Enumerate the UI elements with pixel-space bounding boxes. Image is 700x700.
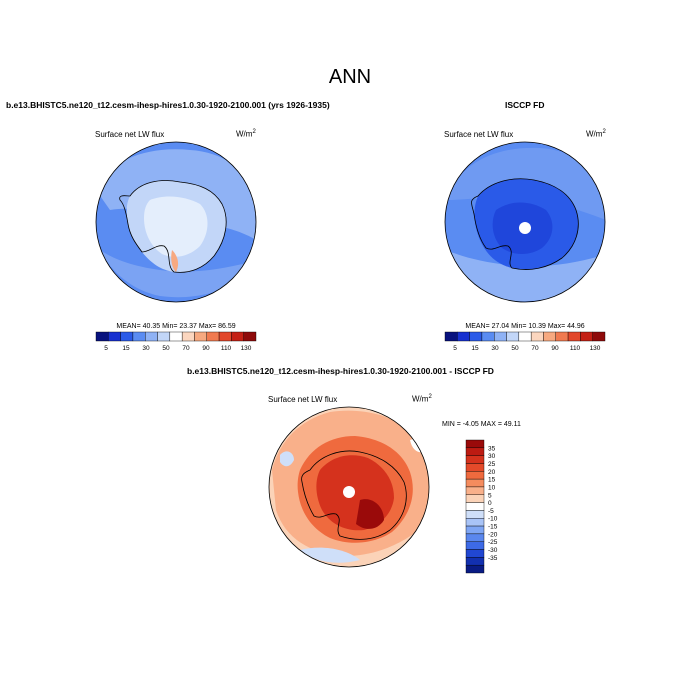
colorbar-difference-swatch bbox=[465, 478, 485, 488]
panel-2-stats: MEAN= 27.04 Min= 10.39 Max= 44.96 bbox=[465, 323, 584, 330]
colorbar-1-tick-label: 5 bbox=[104, 345, 108, 352]
colorbar-2-tick-label: 30 bbox=[491, 345, 499, 352]
colorbar-2-tick-label: 130 bbox=[590, 345, 601, 352]
colorbar-difference-swatch bbox=[465, 557, 485, 566]
colorbar-difference-swatch bbox=[465, 533, 485, 542]
colorbar-difference-swatch bbox=[465, 549, 485, 558]
colorbar-1-swatch bbox=[108, 331, 121, 342]
panel-1-stats: MEAN= 40.35 Min= 23.37 Max= 86.59 bbox=[116, 323, 235, 330]
panel-1-title: b.e13.BHISTC5.ne120_t12.cesm-ihesp-hires… bbox=[6, 100, 330, 110]
panel-2-units: W/m2 bbox=[586, 129, 606, 139]
colorbar-2-tick-label: 5 bbox=[453, 345, 457, 352]
colorbar-1-tick-label: 130 bbox=[241, 345, 252, 352]
colorbar-difference-tick-label: 20 bbox=[488, 469, 496, 476]
colorbar-2-swatch bbox=[555, 331, 569, 342]
colorbar-1-swatch bbox=[181, 331, 195, 342]
colorbar-2-swatch bbox=[592, 331, 606, 342]
colorbar-difference-swatch bbox=[465, 564, 485, 574]
colorbar-difference-swatch bbox=[465, 486, 485, 495]
panel-2-variable-label: Surface net LW flux bbox=[444, 130, 514, 139]
colorbar-1-tick-label: 110 bbox=[221, 345, 232, 352]
colorbar-difference-tick-label: -20 bbox=[488, 531, 498, 538]
colorbar-difference-tick-label: 15 bbox=[488, 477, 496, 484]
map-2-observation bbox=[444, 141, 606, 303]
colorbar-difference-swatch bbox=[465, 439, 485, 449]
colorbar-2-swatch bbox=[481, 331, 495, 342]
colorbar-1-swatch bbox=[243, 331, 257, 342]
colorbar-difference-tick-label: 35 bbox=[488, 445, 496, 452]
map-1-model bbox=[95, 141, 257, 303]
colorbar-difference-swatch bbox=[465, 541, 485, 550]
colorbar-2-swatch bbox=[444, 331, 458, 342]
colorbar-difference-tick-label: -10 bbox=[488, 516, 498, 523]
colorbar-difference-swatch bbox=[465, 455, 485, 464]
panel-3-stats: MIN = -4.05 MAX = 49.11 bbox=[442, 421, 521, 428]
colorbar-1: 5 15 30 50 70 90 110 130 bbox=[95, 331, 257, 352]
colorbar-difference-tick-label: -15 bbox=[488, 524, 498, 531]
colorbar-1-swatch bbox=[194, 331, 207, 342]
map-3-pole-hole bbox=[343, 486, 355, 498]
colorbar-1-tick-label: 90 bbox=[202, 345, 210, 352]
colorbar-1-swatch bbox=[157, 331, 171, 342]
map-2-pole-hole bbox=[519, 222, 531, 234]
figure-title: ANN bbox=[328, 66, 372, 88]
colorbar-difference-tick-label: -5 bbox=[488, 508, 494, 515]
colorbar-difference-swatch bbox=[465, 447, 485, 456]
colorbar-difference-swatch bbox=[465, 525, 485, 535]
colorbar-2-tick-label: 90 bbox=[551, 345, 559, 352]
colorbar-difference-swatch bbox=[465, 510, 485, 519]
colorbar-2-swatch bbox=[518, 331, 532, 342]
colorbar-1-swatch bbox=[206, 331, 220, 342]
colorbar-difference-tick-label: 0 bbox=[488, 500, 492, 507]
colorbar-1-swatch bbox=[218, 331, 232, 342]
colorbar-difference-tick-label: 10 bbox=[488, 484, 496, 491]
panel-1-variable-label: Surface net LW flux bbox=[95, 130, 165, 139]
panel-3-units: W/m2 bbox=[412, 394, 432, 404]
colorbar-2-tick-label: 50 bbox=[511, 345, 519, 352]
colorbar-2-swatch bbox=[580, 331, 593, 342]
map-3-difference bbox=[268, 406, 430, 568]
colorbar-difference-tick-label: 25 bbox=[488, 461, 496, 468]
colorbar-2-tick-label: 70 bbox=[531, 345, 539, 352]
colorbar-2-swatch bbox=[494, 331, 507, 342]
panel-3-title: b.e13.BHISTC5.ne120_t12.cesm-ihesp-hires… bbox=[187, 366, 494, 376]
colorbar-1-swatch bbox=[120, 331, 134, 342]
panel-3-variable-label: Surface net LW flux bbox=[268, 395, 338, 404]
colorbar-1-tick-label: 15 bbox=[122, 345, 130, 352]
colorbar-difference-swatch bbox=[465, 502, 485, 511]
colorbar-difference-tick-label: -30 bbox=[488, 547, 498, 554]
colorbar-1-tick-label: 50 bbox=[162, 345, 170, 352]
colorbar-difference-tick-label: 5 bbox=[488, 492, 492, 499]
colorbar-difference-tick-label: 30 bbox=[488, 453, 496, 460]
colorbar-difference-swatch bbox=[465, 463, 485, 472]
colorbar-2-swatch bbox=[567, 331, 581, 342]
colorbar-difference-swatch bbox=[465, 518, 485, 527]
colorbar-difference-tick-label: -25 bbox=[488, 539, 498, 546]
colorbar-2-swatch bbox=[530, 331, 544, 342]
colorbar-difference-tick-label: -35 bbox=[488, 555, 498, 562]
panel-1-units: W/m2 bbox=[236, 129, 256, 139]
colorbar-1-swatch bbox=[95, 331, 109, 342]
colorbar-1-tick-label: 30 bbox=[142, 345, 150, 352]
panel-2-title: ISCCP FD bbox=[505, 100, 545, 110]
colorbar-1-tick-label: 70 bbox=[182, 345, 190, 352]
colorbar-2-swatch bbox=[457, 331, 470, 342]
colorbar-2-swatch bbox=[506, 331, 520, 342]
colorbar-2-swatch bbox=[469, 331, 483, 342]
colorbar-2-swatch bbox=[543, 331, 556, 342]
colorbar-1-swatch bbox=[132, 331, 146, 342]
colorbar-1-swatch bbox=[145, 331, 158, 342]
colorbar-2-tick-label: 110 bbox=[570, 345, 581, 352]
colorbar-2: 5 15 30 50 70 90 110 130 bbox=[444, 331, 606, 352]
colorbar-2-tick-label: 15 bbox=[471, 345, 479, 352]
colorbar-1-swatch bbox=[169, 331, 183, 342]
colorbar-difference-swatch bbox=[465, 471, 485, 480]
colorbar-difference-swatch bbox=[465, 494, 485, 503]
colorbar-1-swatch bbox=[231, 331, 244, 342]
